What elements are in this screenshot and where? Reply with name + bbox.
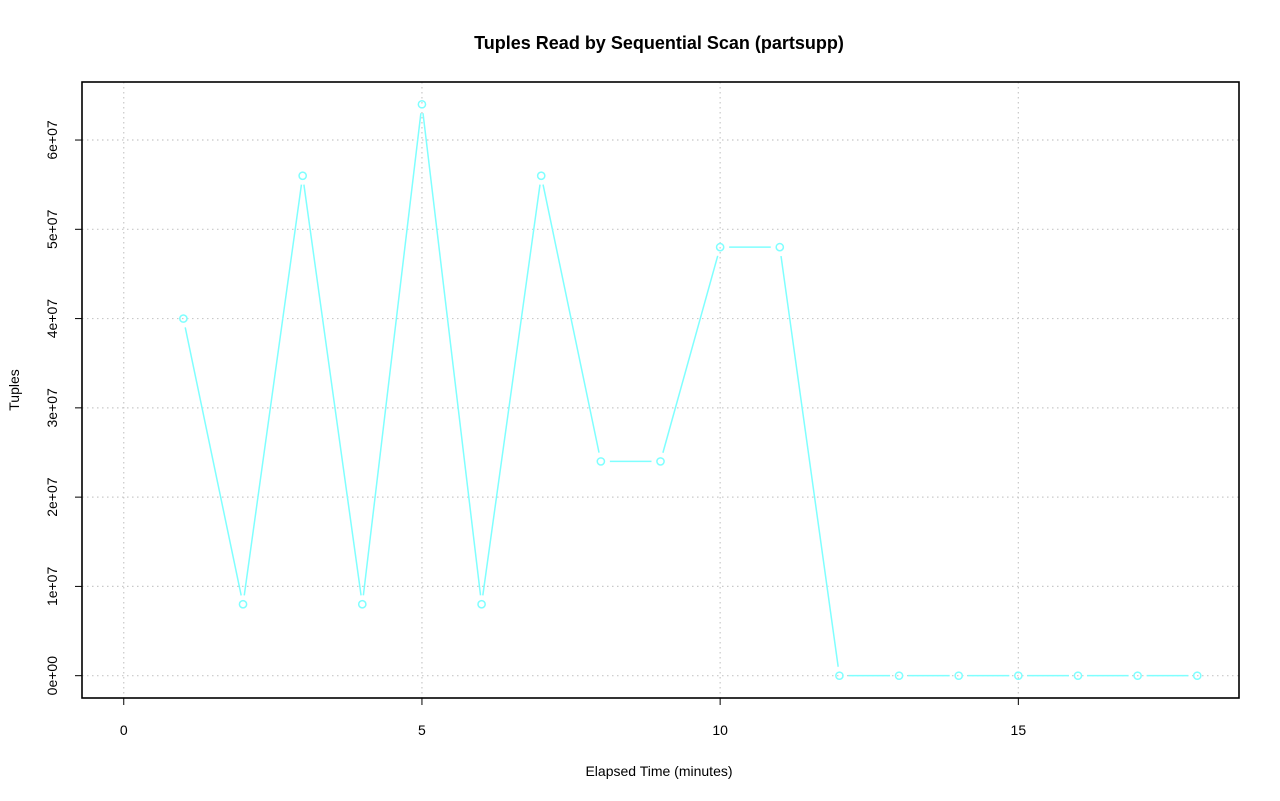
data-point [1013, 671, 1023, 681]
y-tick-label: 2e+07 [44, 477, 60, 517]
series-line-segment [184, 327, 242, 596]
y-tick-label: 4e+07 [44, 299, 60, 339]
series-line-segment [780, 255, 839, 667]
data-point [298, 171, 308, 181]
chart-title: Tuples Read by Sequential Scan (partsupp… [474, 33, 844, 53]
x-tick-label: 0 [120, 722, 128, 738]
series-line-segment [482, 184, 541, 596]
plot-frame [81, 81, 1240, 699]
series-line-segment [422, 113, 482, 596]
grid-lines [82, 82, 1239, 698]
x-tick-label: 15 [1011, 722, 1027, 738]
data-point [179, 314, 188, 323]
series-line-segment [542, 184, 600, 453]
data-point [536, 171, 546, 181]
data-point [656, 457, 665, 466]
x-tick-label: 10 [712, 722, 728, 738]
data-point [894, 671, 904, 681]
data-point [1073, 671, 1083, 681]
data-point [835, 671, 844, 681]
data-point [357, 599, 367, 609]
series-line-layer [179, 99, 1202, 681]
y-tick-label: 3e+07 [44, 388, 60, 428]
y-tick-label: 0e+00 [44, 656, 60, 696]
data-point [477, 599, 486, 609]
data-point [715, 242, 725, 252]
data-point [596, 457, 606, 466]
data-point [1192, 671, 1202, 681]
y-axis: 0e+00 1e+07 2e+07 3e+07 4e+07 5e+07 6e+07 [44, 120, 82, 695]
y-tick-label: 1e+07 [44, 567, 60, 607]
x-axis-label: Elapsed Time (minutes) [585, 763, 732, 779]
x-axis: 0 5 10 15 [120, 698, 1026, 738]
y-axis-label: Tuples [6, 369, 22, 411]
series-line-segment [662, 255, 719, 453]
y-tick-label: 5e+07 [44, 209, 60, 249]
y-tick-label: 6e+07 [44, 120, 60, 160]
series-line-segment [243, 184, 303, 596]
series-line-segment [362, 113, 422, 596]
data-point [238, 599, 248, 609]
series-line-segment [303, 184, 362, 596]
data-point [417, 99, 427, 109]
x-tick-label: 5 [418, 722, 426, 738]
data-point [775, 242, 785, 252]
data-point [954, 671, 964, 681]
data-point [1133, 671, 1142, 681]
